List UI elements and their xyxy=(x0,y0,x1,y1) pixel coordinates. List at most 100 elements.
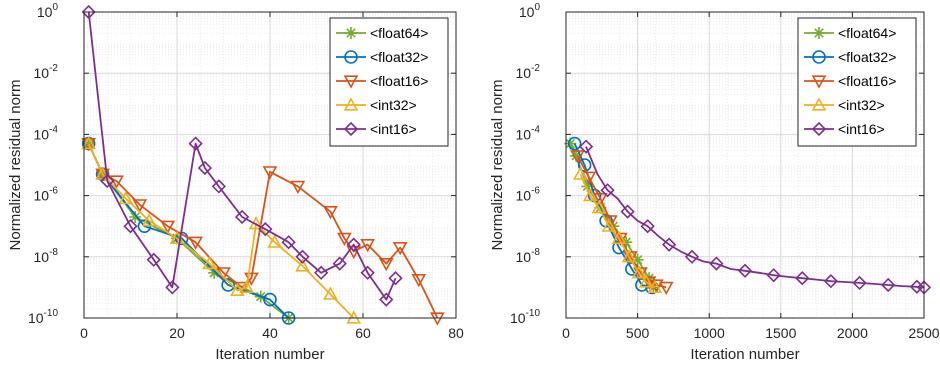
chart-2: 0 500 1000 1500 2000 2500 10-10 10-8 10-6 10-4 10-… xyxy=(489,2,940,363)
legend-marker xyxy=(343,75,359,89)
legend-label: <float16> xyxy=(370,73,428,89)
data-point xyxy=(658,281,674,296)
data-point xyxy=(146,252,161,267)
data-point xyxy=(221,278,235,292)
x-tick-label: 60 xyxy=(355,325,371,341)
x-tick-label: 40 xyxy=(262,325,278,341)
data-point xyxy=(197,160,213,176)
data-point xyxy=(129,210,142,223)
data-point xyxy=(388,271,403,286)
series-int16 xyxy=(578,139,932,295)
y-tick-label: 10-10 xyxy=(510,308,540,326)
x-tick-label: 1500 xyxy=(765,325,796,341)
x-tick-label: 500 xyxy=(626,325,650,341)
data-point xyxy=(620,204,635,219)
data-point xyxy=(81,4,96,20)
legend-label: <int16> xyxy=(370,121,417,137)
legend-label: <int32> xyxy=(370,97,417,113)
data-point xyxy=(290,180,306,195)
data-point xyxy=(360,265,375,280)
series-line xyxy=(87,143,355,319)
legend: <float64> <float32> <float16> <int32> <int16… xyxy=(329,17,449,147)
legend-entry: <float16> xyxy=(336,73,428,89)
x-tick-label: 1000 xyxy=(694,325,725,341)
legend: <float64> <float32> <float16> <int32> <int16… xyxy=(797,17,917,147)
data-point xyxy=(208,266,221,279)
data-point xyxy=(323,286,338,300)
x-axis-label: Iteration number xyxy=(690,346,799,363)
data-point xyxy=(570,150,585,164)
series-line xyxy=(87,143,439,319)
data-point xyxy=(392,241,408,256)
data-point xyxy=(640,219,655,234)
data-point xyxy=(631,265,647,279)
data-point xyxy=(881,277,896,293)
data-point xyxy=(647,279,663,294)
data-point xyxy=(239,279,255,294)
legend-label: <float64> xyxy=(370,25,428,41)
data-point xyxy=(323,206,338,220)
data-point xyxy=(230,282,245,296)
legend-marker xyxy=(343,121,359,137)
data-point xyxy=(601,218,617,232)
x-tick-label: 0 xyxy=(80,325,88,341)
data-point xyxy=(379,292,394,307)
x-tick-label: 2000 xyxy=(837,325,868,341)
y-axis-label: Normalized residual norm xyxy=(489,80,506,251)
data-point xyxy=(709,256,724,271)
data-point xyxy=(823,274,839,289)
data-point xyxy=(234,209,250,225)
chart-1: 0 20 40 60 80 10-10 10-8 10-6 10-4 10-2 100 Iterati… xyxy=(7,2,464,363)
data-point xyxy=(593,192,608,207)
y-axis-label: Normalized residual norm xyxy=(7,80,24,251)
data-point xyxy=(123,219,138,234)
data-point xyxy=(258,222,273,237)
data-point xyxy=(852,275,867,291)
data-point xyxy=(141,213,157,227)
legend-marker xyxy=(811,97,827,111)
data-point xyxy=(346,310,362,324)
data-point xyxy=(572,166,588,180)
y-tick-label: 10-6 xyxy=(34,186,59,204)
legend-marker xyxy=(812,50,826,64)
data-point xyxy=(81,135,97,150)
data-point xyxy=(262,166,278,180)
data-point xyxy=(578,139,594,154)
x-tick-label: 2500 xyxy=(908,325,939,341)
axes-box xyxy=(565,11,925,319)
data-point xyxy=(737,263,753,278)
y-tick-label: 10-4 xyxy=(516,124,541,142)
legend-label: <int16> xyxy=(838,121,885,137)
data-point xyxy=(564,137,577,150)
x-tick-label: 0 xyxy=(562,325,570,341)
x-axis-label: Iteration number xyxy=(215,346,324,363)
data-point xyxy=(620,236,633,249)
data-point xyxy=(360,239,376,253)
data-point xyxy=(295,258,310,272)
y-tick-label: 10-8 xyxy=(34,247,59,265)
data-point xyxy=(202,255,217,270)
data-point xyxy=(638,274,654,288)
data-point xyxy=(631,253,644,266)
data-point xyxy=(567,136,582,151)
legend-label: <float32> xyxy=(370,49,428,65)
y-tick-label: 10-2 xyxy=(516,63,541,81)
legend-label: <float64> xyxy=(838,25,896,41)
data-point xyxy=(600,183,615,198)
data-point xyxy=(100,173,115,189)
data-point xyxy=(766,268,781,283)
data-point xyxy=(411,273,427,288)
data-point xyxy=(188,236,203,250)
data-point xyxy=(263,292,277,307)
data-point xyxy=(267,234,283,248)
data-point xyxy=(332,256,347,271)
legend-marker xyxy=(811,75,827,89)
legend-entry: <float64> xyxy=(804,25,896,41)
legend-marker xyxy=(811,121,827,137)
series-line xyxy=(585,146,925,289)
legend-entry: <float32> xyxy=(336,49,428,65)
data-point xyxy=(295,249,310,264)
legend-entry: <float64> xyxy=(336,25,428,41)
data-point xyxy=(314,265,329,280)
